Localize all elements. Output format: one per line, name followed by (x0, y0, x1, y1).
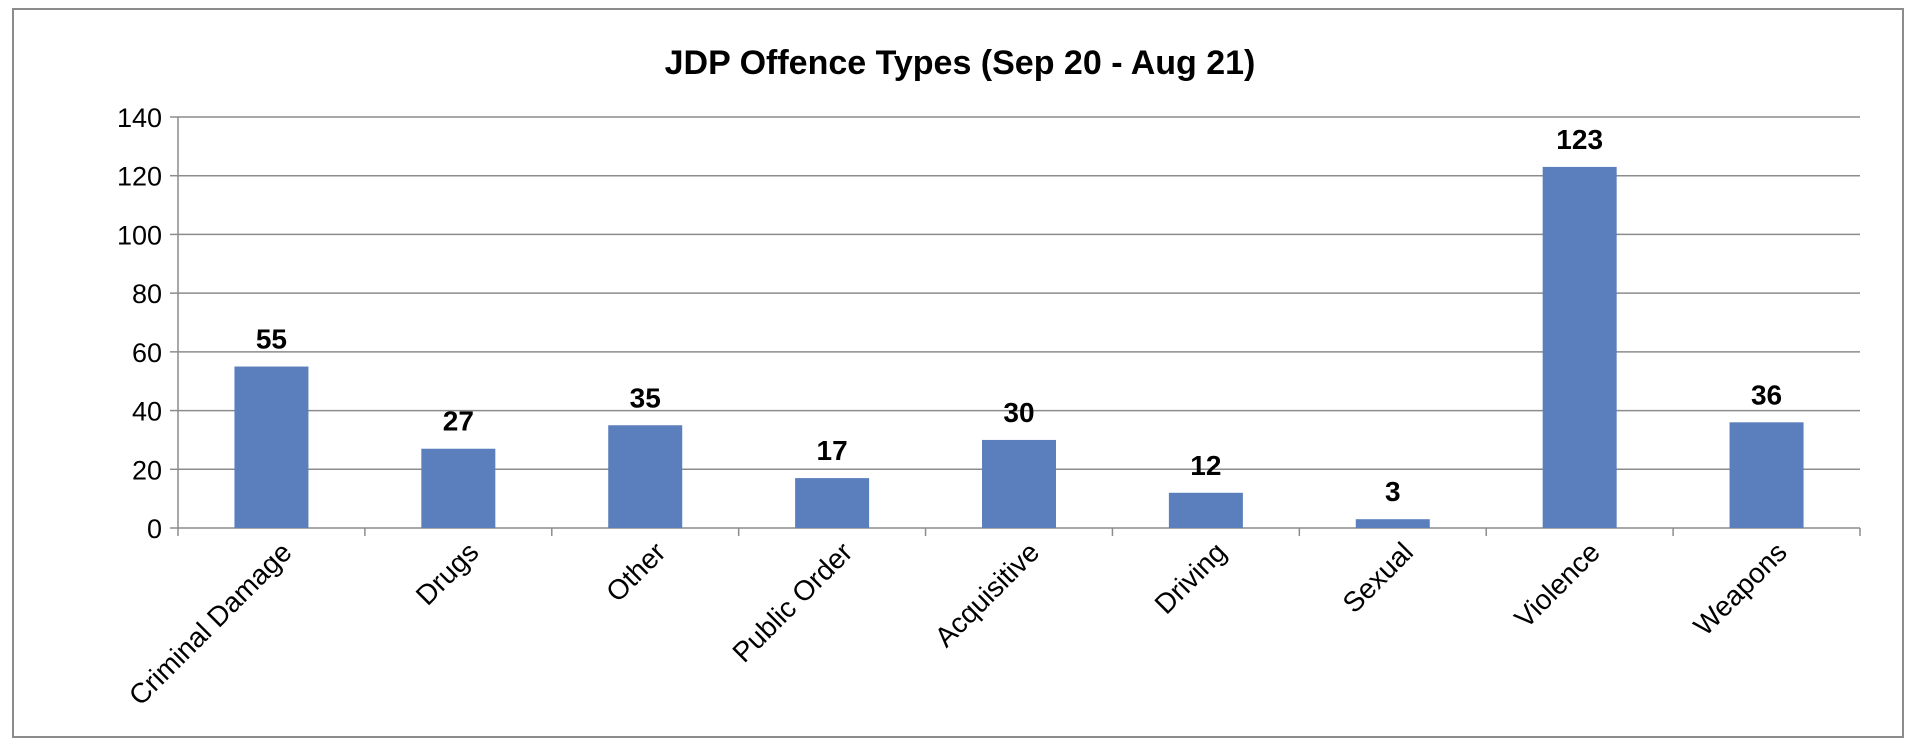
y-tick-label: 40 (132, 397, 162, 427)
bar (421, 448, 496, 528)
x-tick-label: Sexual (1337, 536, 1419, 618)
bar (234, 366, 309, 528)
y-tick-label: 0 (147, 514, 162, 544)
x-tick-label: Other (600, 536, 671, 607)
bar (795, 478, 870, 528)
y-tick-label: 100 (117, 220, 162, 250)
labels: 0 20 40 60 80 100 120 140 55 Criminal Damage 27 Dru… (117, 103, 1793, 711)
data-label: 27 (443, 406, 474, 437)
x-tick-label: Weapons (1688, 536, 1793, 641)
bar (1355, 519, 1430, 528)
x-tick-label: Violence (1508, 536, 1606, 634)
bar (1542, 166, 1617, 528)
data-label: 35 (630, 382, 661, 413)
x-tick-label: Driving (1149, 536, 1233, 620)
chart-title: JDP Offence Types (Sep 20 - Aug 21) (665, 44, 1256, 82)
y-tick-label: 80 (132, 279, 162, 309)
data-label: 30 (1003, 397, 1034, 428)
data-label: 36 (1751, 379, 1782, 410)
x-tick-label: Drugs (410, 536, 485, 611)
bar (608, 425, 683, 528)
bar (1168, 492, 1243, 528)
y-tick-label: 60 (132, 338, 162, 368)
bar (982, 439, 1056, 528)
y-tick-label: 20 (132, 455, 162, 485)
data-label: 17 (817, 435, 848, 466)
y-tick-label: 140 (117, 103, 162, 133)
bars (234, 166, 1804, 528)
x-tick-label: Criminal Damage (123, 536, 298, 711)
data-label: 55 (256, 324, 287, 355)
bar (1729, 422, 1804, 528)
data-label: 12 (1190, 450, 1221, 481)
x-tick-label: Acquisitive (929, 536, 1046, 653)
data-label: 123 (1556, 124, 1603, 155)
data-label: 3 (1385, 476, 1401, 507)
y-tick-label: 120 (117, 162, 162, 192)
x-tick-label: Public Order (726, 536, 858, 668)
